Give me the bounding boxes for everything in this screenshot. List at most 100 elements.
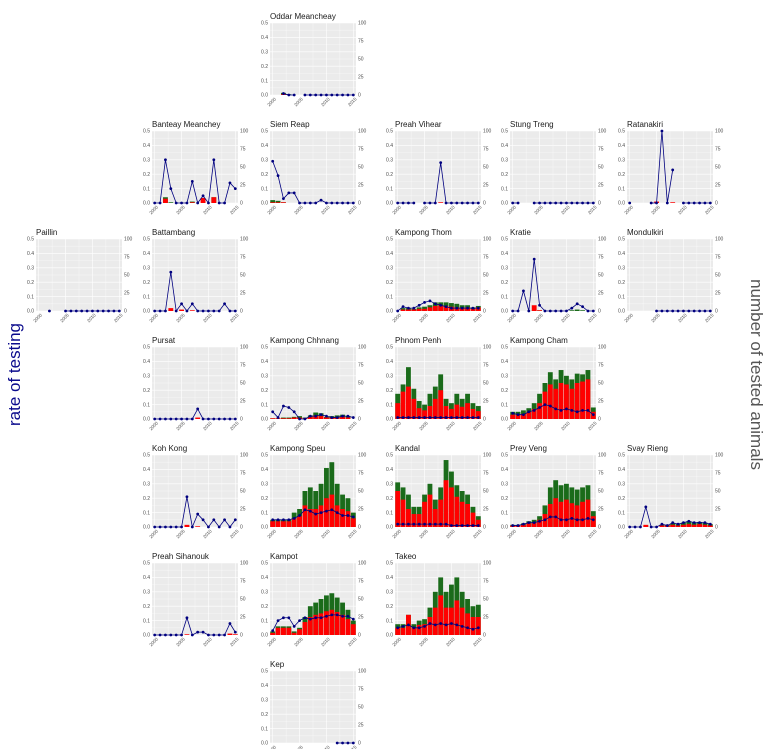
rate-point bbox=[180, 633, 183, 637]
bar-red bbox=[465, 503, 470, 527]
right-y-tick-label: 25 bbox=[358, 183, 364, 189]
right-y-tick-label: 75 bbox=[598, 363, 604, 369]
bar-red bbox=[553, 498, 559, 527]
right-y-tick-label: 25 bbox=[483, 399, 489, 405]
rate-point bbox=[330, 508, 334, 512]
rate-point bbox=[190, 180, 194, 183]
rate-point bbox=[570, 306, 574, 310]
rate-point bbox=[401, 416, 405, 419]
x-tick-label: 2010 bbox=[677, 204, 688, 215]
right-y-tick-label: 50 bbox=[483, 489, 489, 495]
rate-point bbox=[476, 416, 480, 419]
x-tick-label: 2015 bbox=[347, 204, 358, 215]
panel-paillin: Paillin 0.0 0.1 0.2 0.3 0.4 0.5 0 25 50 75 100 2000 2… bbox=[27, 228, 133, 323]
bar-red bbox=[443, 406, 449, 419]
rate-point bbox=[428, 622, 432, 625]
bar-red bbox=[475, 411, 481, 419]
x-tick-label: 2000 bbox=[391, 636, 402, 647]
left-y-tick-label: 0.5 bbox=[143, 129, 150, 135]
rate-point bbox=[233, 309, 237, 313]
x-tick-label: 2005 bbox=[418, 528, 429, 539]
rate-point bbox=[228, 622, 232, 625]
right-y-tick-label: 100 bbox=[240, 129, 249, 135]
x-tick-label: 2010 bbox=[202, 636, 213, 647]
rate-point bbox=[543, 518, 547, 522]
rate-point bbox=[107, 309, 110, 313]
rate-point bbox=[303, 616, 307, 620]
x-tick-label: 2005 bbox=[175, 420, 186, 431]
rate-point bbox=[282, 518, 285, 522]
bar-red bbox=[432, 509, 438, 527]
right-y-tick-label: 100 bbox=[483, 345, 492, 351]
bar-red bbox=[345, 619, 351, 635]
x-tick-label: 2010 bbox=[560, 312, 571, 323]
rate-point bbox=[708, 309, 712, 313]
rate-point bbox=[433, 201, 437, 205]
rate-point bbox=[212, 417, 216, 421]
x-tick-label: 2015 bbox=[347, 528, 358, 539]
rate-point bbox=[516, 524, 520, 527]
rate-point bbox=[660, 309, 664, 313]
rate-point bbox=[628, 525, 632, 529]
bar-red bbox=[307, 509, 313, 527]
x-tick-label: 2000 bbox=[266, 204, 277, 215]
rate-point bbox=[69, 309, 73, 313]
panel-title: Takeo bbox=[395, 552, 417, 561]
bar-red bbox=[275, 202, 281, 203]
x-tick-label: 2015 bbox=[347, 96, 358, 107]
bar-red bbox=[470, 408, 476, 419]
x-tick-label: 2005 bbox=[650, 204, 661, 215]
left-y-tick-label: 0.5 bbox=[386, 345, 393, 351]
rate-point bbox=[153, 417, 157, 421]
rate-point bbox=[346, 614, 350, 618]
left-y-tick-label: 0.5 bbox=[386, 237, 393, 243]
left-y-tick-label: 0.0 bbox=[501, 417, 508, 423]
panel-preah-vihear: Preah Vihear 0.0 0.1 0.2 0.3 0.4 0.5 0 25 50 75 100… bbox=[386, 120, 492, 215]
left-y-tick-label: 0.3 bbox=[261, 158, 268, 164]
rate-point bbox=[460, 201, 464, 205]
left-y-tick-label: 0.3 bbox=[501, 482, 508, 488]
bar-red bbox=[232, 634, 238, 635]
rate-point bbox=[196, 309, 200, 313]
rate-point bbox=[217, 201, 221, 205]
right-y-tick-label: 75 bbox=[715, 255, 721, 261]
rate-point bbox=[287, 191, 291, 195]
bar-red bbox=[406, 386, 411, 419]
bar-red bbox=[416, 514, 422, 527]
bar-red bbox=[318, 613, 324, 635]
left-y-tick-label: 0.5 bbox=[143, 237, 150, 243]
rate-point bbox=[96, 309, 100, 313]
right-y-tick-label: 75 bbox=[358, 147, 364, 153]
right-y-tick-label: 50 bbox=[715, 489, 721, 495]
panel-banteay-meanchey: Banteay Meanchey 0.0 0.1 0.2 0.3 0.4 0.5 0 25 50 7… bbox=[143, 120, 249, 215]
x-tick-label: 2015 bbox=[704, 528, 715, 539]
x-tick-label: 2000 bbox=[391, 312, 402, 323]
bar-red bbox=[438, 305, 444, 311]
rate-point bbox=[308, 414, 312, 418]
rate-point bbox=[628, 201, 632, 205]
rate-point bbox=[554, 309, 558, 313]
x-tick-label: 2015 bbox=[472, 636, 483, 647]
right-y-tick-label: 75 bbox=[124, 255, 130, 261]
bar-red bbox=[406, 509, 411, 527]
left-y-tick-label: 0.5 bbox=[27, 237, 34, 243]
rate-point bbox=[276, 619, 280, 622]
bar-red bbox=[275, 627, 281, 635]
left-y-tick-label: 0.5 bbox=[618, 129, 625, 135]
left-y-tick-label: 0.4 bbox=[618, 467, 625, 473]
rate-point bbox=[180, 525, 183, 529]
rate-point bbox=[444, 201, 448, 205]
rate-point bbox=[217, 309, 221, 313]
panel-grid: Oddar Meancheay 0.0 0.1 0.2 0.3 0.4 0.5 0 25 50 75… bbox=[27, 12, 724, 749]
left-y-tick-label: 0.0 bbox=[386, 633, 393, 639]
left-y-tick-label: 0.0 bbox=[261, 741, 268, 747]
panel-kampong-thom: Kampong Thom 0.0 0.1 0.2 0.3 0.4 0.5 0 25 50 75 100… bbox=[386, 228, 492, 323]
x-tick-label: 2015 bbox=[587, 312, 598, 323]
left-y-tick-label: 0.2 bbox=[501, 172, 508, 178]
left-y-tick-label: 0.0 bbox=[143, 525, 150, 531]
left-y-tick-label: 0.4 bbox=[501, 251, 508, 257]
rate-point bbox=[153, 633, 157, 637]
right-y-tick-label: 25 bbox=[715, 507, 721, 513]
rate-point bbox=[325, 414, 328, 418]
right-y-tick-label: 25 bbox=[240, 399, 246, 405]
